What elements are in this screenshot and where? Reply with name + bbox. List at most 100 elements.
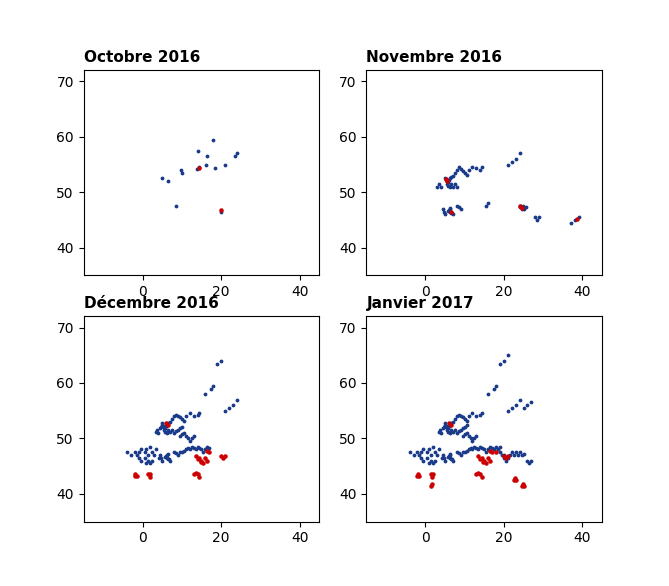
Text: Novembre 2016: Novembre 2016	[367, 50, 502, 65]
Point	[498, 450, 509, 459]
Point	[524, 459, 535, 468]
Point	[156, 423, 167, 432]
Point	[219, 451, 230, 461]
Point	[444, 421, 454, 431]
Point	[432, 182, 442, 192]
Point	[161, 428, 172, 438]
Point	[508, 450, 519, 459]
Point	[141, 445, 152, 454]
Point	[131, 450, 142, 459]
Point	[429, 448, 440, 457]
Point	[445, 203, 456, 213]
Point	[414, 450, 425, 459]
Point	[471, 163, 482, 173]
Point	[194, 453, 205, 462]
Point	[477, 443, 488, 452]
Point	[141, 459, 152, 468]
Point	[452, 448, 462, 457]
Point	[154, 453, 165, 462]
Point	[473, 468, 484, 478]
Point	[163, 425, 173, 435]
Point	[485, 446, 496, 455]
Point	[179, 416, 189, 425]
Point	[452, 411, 462, 421]
Point	[167, 425, 177, 435]
Point	[185, 445, 195, 454]
Point	[434, 445, 444, 454]
Point	[158, 421, 169, 430]
Point	[160, 427, 171, 437]
Point	[502, 160, 513, 169]
Point	[506, 448, 517, 457]
Point	[147, 448, 158, 457]
Point	[434, 427, 444, 437]
Point	[194, 163, 205, 173]
Point	[456, 425, 466, 435]
Point	[483, 389, 494, 398]
Point	[444, 450, 455, 459]
Point	[171, 410, 181, 419]
Point	[452, 202, 462, 211]
Point	[190, 468, 201, 478]
Point	[450, 179, 460, 189]
Point	[169, 428, 179, 438]
Point	[194, 472, 205, 482]
Point	[439, 423, 450, 432]
Point	[467, 163, 478, 172]
Point	[444, 428, 455, 438]
Point	[569, 215, 580, 224]
Point	[571, 214, 582, 224]
Point	[458, 431, 468, 440]
Point	[192, 442, 203, 451]
Point	[200, 445, 211, 454]
Point	[157, 173, 167, 183]
Point	[446, 425, 456, 435]
Point	[510, 473, 520, 483]
Point	[565, 218, 576, 227]
Point	[530, 213, 541, 222]
Point	[145, 459, 156, 468]
Point	[478, 457, 489, 466]
Point	[534, 213, 545, 222]
Point	[461, 420, 472, 429]
Point	[440, 210, 450, 219]
Point	[463, 165, 474, 175]
Point	[514, 395, 525, 404]
Point	[447, 209, 458, 218]
Point	[139, 448, 150, 457]
Point	[156, 453, 167, 462]
Point	[450, 425, 460, 435]
Point	[190, 445, 201, 454]
Point	[526, 398, 537, 407]
Point	[426, 450, 437, 459]
Point	[412, 471, 423, 481]
Text: Octobre 2016: Octobre 2016	[84, 50, 200, 65]
Point	[165, 417, 175, 427]
Point	[514, 149, 525, 158]
Point	[463, 431, 474, 440]
Point	[461, 416, 472, 425]
Point	[163, 176, 173, 186]
Point	[145, 470, 156, 479]
Point	[133, 448, 144, 457]
Point	[458, 424, 468, 433]
Point	[446, 418, 456, 428]
Point	[404, 448, 415, 457]
Point	[460, 168, 470, 178]
Point	[426, 481, 437, 490]
Point	[139, 453, 150, 462]
Point	[469, 434, 480, 443]
Point	[163, 454, 173, 464]
Point	[147, 456, 158, 465]
Point	[456, 450, 466, 459]
Point	[460, 423, 470, 432]
Point	[186, 442, 197, 451]
Point	[160, 423, 171, 432]
Point	[458, 448, 468, 457]
Point	[439, 453, 450, 462]
Point	[179, 428, 189, 438]
Point	[443, 178, 454, 187]
Point	[192, 470, 203, 479]
Point	[440, 420, 450, 429]
Point	[502, 350, 513, 360]
